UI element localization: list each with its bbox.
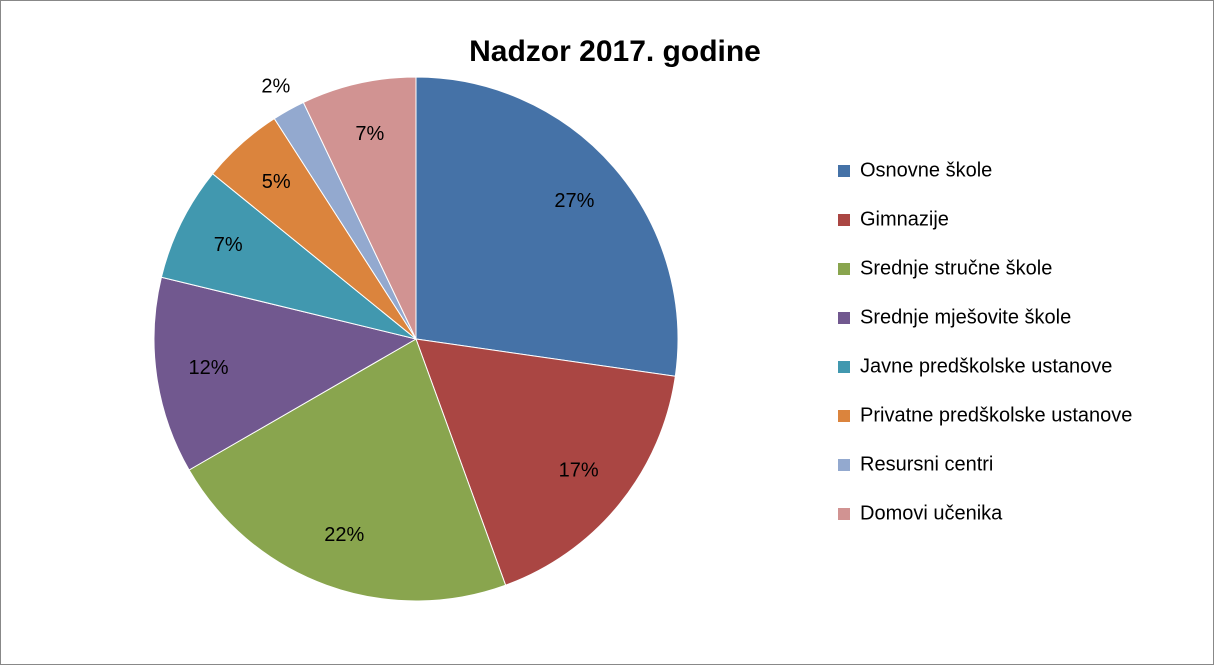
legend-label: Domovi učenika [860,502,1003,524]
pie-slice [415,76,679,377]
legend-label: Srednje stručne škole [860,257,1052,279]
data-label: 5% [262,171,291,193]
legend-swatch [838,508,850,520]
data-label: 7% [214,234,243,256]
legend-swatch [838,361,850,373]
legend-swatch [838,263,850,275]
chart-title: Nadzor 2017. godine [469,35,761,68]
legend-label: Javne predškolske ustanove [860,355,1112,377]
legend-label: Resursni centri [860,453,993,475]
data-label: 7% [355,123,384,145]
legend-label: Gimnazije [860,208,949,230]
pie-slice [160,173,417,340]
data-label: 12% [189,357,229,379]
legend-label: Osnovne škole [860,159,992,181]
pie-slice [153,276,418,471]
data-label: 2% [261,75,290,97]
data-label: 27% [554,190,594,212]
legend-swatch [838,459,850,471]
legend-label: Srednje mješovite škole [860,306,1071,328]
legend-swatch [838,165,850,177]
legend-swatch [838,312,850,324]
data-label: 17% [559,459,599,481]
pie-slice [188,338,507,602]
legend-label: Privatne predškolske ustanove [860,404,1132,426]
legend-swatch [838,214,850,226]
legend-swatch [838,410,850,422]
data-label: 22% [324,524,364,546]
pie-slice [415,338,676,586]
pie-slice [302,76,417,340]
